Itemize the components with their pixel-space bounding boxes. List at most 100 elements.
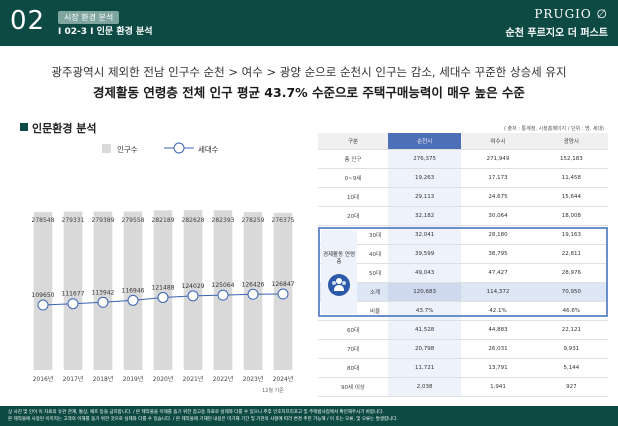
table-cell: 30,064 [461, 206, 535, 226]
table-cell: 19,163 [534, 225, 608, 245]
headline-line-2: 경제활동 연령층 전체 인구 평균 43.7% 수준으로 주택구매능력이 매우 … [93, 85, 525, 100]
table-row: 50대 49,043 47,427 28,976 [318, 263, 608, 283]
group-label-bg [321, 230, 357, 314]
table-cell: 28,976 [534, 263, 608, 283]
table-row: 0~9세 19,263 17,173 11,458 [318, 168, 608, 188]
point-households [127, 294, 139, 306]
table-cell: 39,599 [388, 244, 462, 264]
table-cell: 2,038 [388, 377, 462, 397]
x-tick-label: 2017년 [63, 375, 84, 383]
x-tick-label: 2020년 [153, 375, 174, 383]
brand-subtitle: 순천 푸르지오 더 퍼스트 [505, 28, 608, 39]
table-row: 30대 32,041 28,180 19,163 [318, 225, 608, 245]
x-tick-label: 2021년 [183, 375, 204, 383]
table-row-label: 90세 이상 [318, 377, 388, 397]
table-cell: 22,121 [534, 320, 608, 340]
table-cell: 11,721 [388, 358, 462, 378]
point-value-label: 111677 [62, 291, 85, 298]
table-cell: 17,173 [461, 168, 535, 188]
table-cell: 46.6% [534, 301, 608, 321]
bar-value-label: 279331 [62, 217, 85, 224]
x-tick-label: 2018년 [93, 375, 114, 383]
point-households [67, 298, 79, 310]
population-table-grid: 구분 순천시 여수시 광양시 총 인구 276,375 271,949 152,183 0~9세… [318, 133, 608, 397]
table-cell: 18,008 [534, 206, 608, 226]
table-row-label: 총 인구 [318, 149, 388, 169]
point-value-label: 113942 [92, 289, 115, 296]
legend-label-population: 인구수 [117, 144, 138, 154]
table-row: 80대 11,721 13,791 5,144 [318, 358, 608, 378]
table-cell: 1,941 [461, 377, 535, 397]
point-value-label: 125064 [212, 282, 235, 289]
bar-value-label: 282393 [212, 217, 235, 224]
table-cell: 41,528 [388, 320, 462, 340]
table-cell: 15,644 [534, 187, 608, 207]
table-cell: 276,375 [388, 149, 462, 169]
table-cell: 9,931 [534, 339, 608, 359]
table-cell: 24,675 [461, 187, 535, 207]
point-value-label: 124029 [182, 283, 205, 290]
point-households [277, 288, 289, 300]
table-row: 총 인구 276,375 271,949 152,183 [318, 149, 608, 169]
bar-population [153, 210, 173, 370]
table-cell: 32,182 [388, 206, 462, 226]
table-cell: 20,798 [388, 339, 462, 359]
table-row: 70대 20,798 26,031 9,931 [318, 339, 608, 359]
bar-population [183, 210, 203, 370]
brand-logo: PRUGIO ∅ [534, 7, 608, 21]
bar-value-label: 282189 [152, 217, 175, 224]
bar-value-label: 276375 [272, 217, 295, 224]
table-cell: 114,372 [461, 282, 535, 302]
point-value-label: 126847 [272, 281, 295, 288]
table-cell: 70,950 [534, 282, 608, 302]
population-chart: 인구수 세대수 278548 2016년 279331 2017년 279389 2018년 2… [32, 142, 295, 383]
table-cell: 120,683 [388, 282, 462, 302]
table-row: 40대 39,599 38,795 22,811 [318, 244, 608, 264]
table-header-cell: 광양시 [534, 133, 608, 150]
table-cell: 38,795 [461, 244, 535, 264]
table-cell: 44,883 [461, 320, 535, 340]
table-cell: 11,458 [534, 168, 608, 188]
section-number: 02 [10, 6, 46, 36]
table-cell: 19,263 [388, 168, 462, 188]
x-tick-label: 2023년 [243, 375, 264, 383]
table-header-cell: 구분 [318, 133, 388, 150]
table-cell: 47,427 [461, 263, 535, 283]
point-households [217, 289, 229, 301]
bar-value-label: 278548 [32, 217, 55, 224]
table-row: 20대 32,182 30,064 18,008 [318, 206, 608, 226]
table-cell: 29,113 [388, 187, 462, 207]
point-value-label: 126426 [242, 281, 265, 288]
table-cell: 5,144 [534, 358, 608, 378]
table-header-row: 구분 순천시 여수시 광양시 [318, 133, 608, 150]
table-row: 90세 이상 2,038 1,941 927 [318, 377, 608, 397]
bar-population [123, 211, 143, 370]
point-value-label: 121488 [152, 284, 175, 291]
point-value-label: 109650 [32, 292, 55, 299]
table-cell: 152,183 [534, 149, 608, 169]
headline-line-1: 광주광역시 제외한 전남 인구수 순천 > 여수 > 광양 순으로 순천시 인구… [51, 65, 567, 79]
point-households [247, 288, 259, 300]
footer-disclaimer: 상 사진 및 인이 이 자료의 유관 관계, 통상, 패프 등을 금지합니다. … [0, 406, 618, 426]
table-cell: 32,041 [388, 225, 462, 245]
table-row: 소계 120,683 114,372 70,950 [318, 282, 608, 302]
chart-note: 12월 기준 [262, 388, 284, 394]
footer-line-1: 상 사진 및 인이 이 자료의 유관 관계, 통상, 패프 등을 금지합니다. … [8, 410, 384, 415]
bar-value-label: 278259 [242, 217, 265, 224]
table-cell: 22,811 [534, 244, 608, 264]
table-cell: 49,043 [388, 263, 462, 283]
bar-population [93, 211, 113, 370]
table-cell: 28,180 [461, 225, 535, 245]
table-row-label: 0~9세 [318, 168, 388, 188]
table-header-cell: 순천시 [388, 133, 462, 150]
section-title-text: 인문환경 분석 [32, 122, 97, 135]
table-row: 10대 29,113 24,675 15,644 [318, 187, 608, 207]
table-cell: 13,791 [461, 358, 535, 378]
table-cell: 42.1% [461, 301, 535, 321]
point-value-label: 116946 [122, 287, 145, 294]
table-cell: 271,949 [461, 149, 535, 169]
point-households [187, 290, 199, 302]
header-bar: 02 시장 환경 분석 I 02-3 I 인문 환경 분석 PRUGIO ∅ 순… [0, 0, 618, 46]
bar-value-label: 279558 [122, 217, 145, 224]
x-tick-label: 2022년 [213, 375, 234, 383]
